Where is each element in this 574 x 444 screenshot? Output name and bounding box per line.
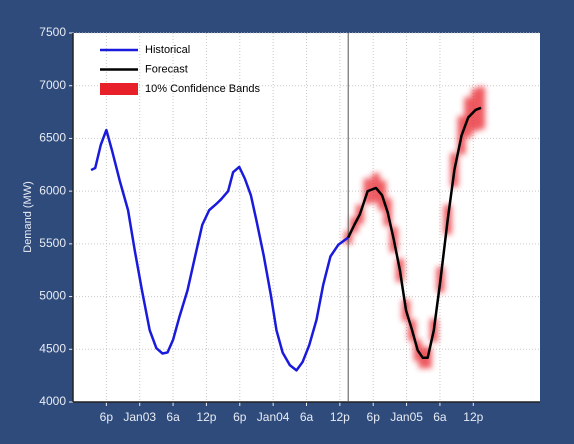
- y-axis-label: Demand (MW): [22, 181, 34, 253]
- x-tick-label: 12p: [330, 410, 350, 424]
- x-tick-label: Jan03: [123, 410, 156, 424]
- x-tick-label: Jan05: [390, 410, 423, 424]
- y-tick-label: 6000: [39, 183, 66, 197]
- legend-label: Historical: [145, 44, 190, 56]
- x-tick-label: 6p: [367, 410, 381, 424]
- x-tick-label: 6a: [166, 410, 180, 424]
- legend-swatch: [100, 83, 138, 95]
- legend-label: 10% Confidence Bands: [145, 83, 260, 95]
- y-tick-label: 6500: [39, 131, 66, 145]
- x-tick-label: 12p: [463, 410, 483, 424]
- series-line: [347, 106, 482, 359]
- y-tick-label: 4500: [39, 341, 66, 355]
- x-tick-label: 6a: [433, 410, 447, 424]
- x-tick-label: Jan04: [257, 410, 290, 424]
- series-line: [90, 128, 349, 372]
- y-tick-label: 5500: [39, 236, 66, 250]
- plot-area: [73, 33, 540, 402]
- x-tick-label: 6p: [233, 410, 247, 424]
- y-tick-label: 5000: [39, 289, 66, 303]
- legend-label: Forecast: [145, 63, 188, 75]
- x-tick-label: 6a: [300, 410, 314, 424]
- y-tick-label: 7000: [39, 78, 66, 92]
- legend: Historical Forecast 10% Confidence Bands: [100, 44, 260, 95]
- y-tick-label: 4000: [39, 394, 66, 408]
- x-tick-label: 12p: [196, 410, 216, 424]
- y-tick-label: 7500: [39, 25, 66, 39]
- x-tick-label: 6p: [100, 410, 114, 424]
